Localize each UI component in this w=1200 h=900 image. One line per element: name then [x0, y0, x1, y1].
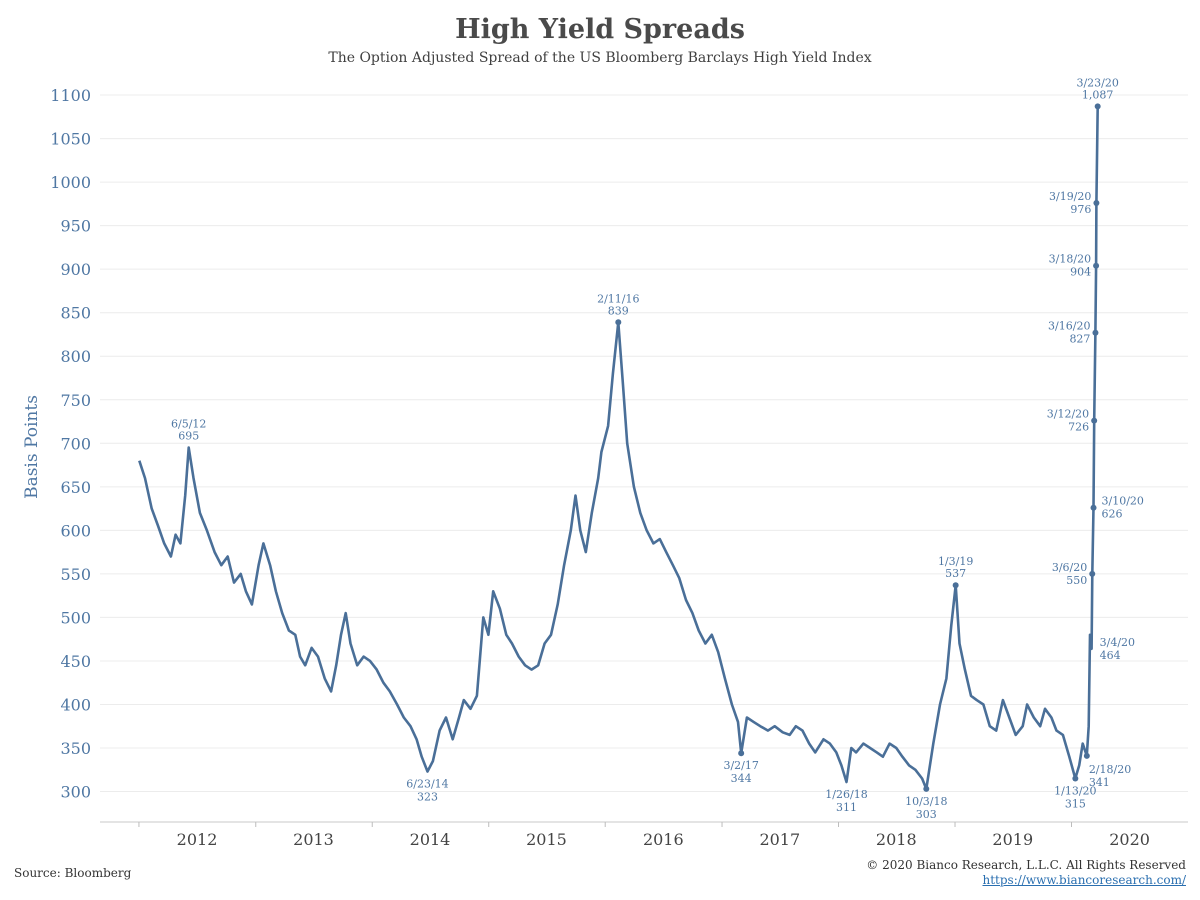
- y-tick-label: 350: [60, 739, 91, 758]
- x-tick-label: 2014: [410, 830, 451, 849]
- x-tick-label: 2016: [643, 830, 684, 849]
- y-tick-label: 750: [60, 391, 91, 410]
- x-axis: 2012 2013 2014 2015 2016 2017 2018 2019 2020: [100, 821, 1188, 849]
- annotation-value: 323: [417, 791, 438, 804]
- annotation-date: 2/11/16: [597, 292, 639, 305]
- annotation-value: 695: [178, 430, 199, 443]
- annotation-value: 464: [1100, 649, 1121, 662]
- series-line: [138, 106, 1099, 791]
- annotation-marker: [923, 785, 930, 792]
- y-tick-label: 400: [60, 695, 91, 714]
- annotation-value: 537: [945, 567, 966, 580]
- gridlines: [100, 94, 1188, 793]
- annotation-date: 3/12/20: [1047, 408, 1089, 421]
- annotation-marker: [1089, 570, 1096, 577]
- y-tick-label: 1050: [50, 130, 91, 149]
- y-tick-label: 650: [60, 478, 91, 497]
- annotation-date: 3/6/20: [1052, 561, 1087, 574]
- annotation-value: 827: [1069, 333, 1090, 346]
- annotation-date: 3/23/20: [1076, 76, 1118, 89]
- y-tick-label: 1100: [50, 86, 91, 105]
- annotation-value: 303: [916, 808, 937, 821]
- annotation-date: 1/13/20: [1054, 784, 1096, 797]
- annotation-date: 6/23/14: [406, 778, 448, 791]
- annotation-date: 3/2/17: [723, 759, 758, 772]
- series: [138, 106, 1099, 791]
- chart-title: High Yield Spreads: [455, 14, 745, 45]
- y-tick-label: 550: [60, 565, 91, 584]
- annotation-marker: [1083, 752, 1090, 759]
- y-tick-label: 700: [60, 434, 91, 453]
- x-tick-label: 2018: [876, 830, 917, 849]
- source-note: Source: Bloomberg: [14, 866, 132, 880]
- annotation-marker: [738, 750, 745, 757]
- annotation-value: 904: [1070, 266, 1091, 279]
- website-link[interactable]: https://www.biancoresearch.com/: [982, 873, 1186, 887]
- annotation-marker: [1093, 200, 1100, 207]
- annotation-value: 311: [836, 801, 857, 814]
- annotation-marker: [952, 582, 959, 589]
- y-axis-label: Basis Points: [22, 395, 42, 499]
- annotation-marker: [1094, 103, 1101, 110]
- x-tick-label: 2019: [992, 830, 1033, 849]
- x-tick-label: 2017: [759, 830, 800, 849]
- annotation-date: 1/26/18: [825, 788, 867, 801]
- annotation-date: 3/4/20: [1100, 636, 1135, 649]
- y-tick-label: 500: [60, 608, 91, 627]
- y-tick-label: 300: [60, 783, 91, 802]
- annotation-value: 626: [1102, 508, 1123, 521]
- annotation-date: 1/3/19: [938, 555, 973, 568]
- y-tick-label: 850: [60, 304, 91, 323]
- chart-subtitle: The Option Adjusted Spread of the US Blo…: [328, 50, 872, 66]
- y-tick-label: 800: [60, 347, 91, 366]
- annotation-date: 3/10/20: [1102, 495, 1144, 508]
- y-tick-label: 1000: [50, 173, 91, 192]
- annotation-marker: [1093, 262, 1100, 269]
- x-tick-label: 2012: [177, 830, 218, 849]
- y-tick-label: 950: [60, 217, 91, 236]
- annotation-date: 2/18/20: [1089, 763, 1131, 776]
- annotation-value: 341: [1089, 776, 1110, 789]
- annotation-value: 976: [1070, 203, 1091, 216]
- annotation-date: 6/5/12: [171, 418, 206, 431]
- annotation-value: 315: [1065, 797, 1086, 810]
- y-axis: 300 350 400 450 500 550 600 650 700 750 800 850 900 9…: [50, 86, 91, 801]
- annotation-date: 3/16/20: [1048, 320, 1090, 333]
- annotation-value: 839: [608, 304, 629, 317]
- annotation-marker: [615, 319, 622, 326]
- annotation-marker: [1072, 775, 1079, 782]
- y-tick-label: 450: [60, 652, 91, 671]
- annotation-marker: [1092, 329, 1099, 336]
- annotation-value: 550: [1066, 574, 1087, 587]
- annotation-value: 726: [1068, 421, 1089, 434]
- y-tick-label: 900: [60, 260, 91, 279]
- annotation-marker: [1090, 504, 1097, 511]
- annotation-date: 3/19/20: [1049, 190, 1091, 203]
- copyright-note: © 2020 Bianco Research, L.L.C. All Right…: [866, 858, 1186, 872]
- x-tick-label: 2020: [1109, 830, 1150, 849]
- annotation-marker: [1091, 417, 1098, 424]
- annotation-date: 10/3/18: [905, 795, 947, 808]
- annotation-value: 344: [731, 772, 752, 785]
- annotation-value: 1,087: [1082, 88, 1114, 101]
- annotation-date: 3/18/20: [1049, 253, 1091, 266]
- x-tick-label: 2015: [526, 830, 567, 849]
- y-tick-label: 600: [60, 521, 91, 540]
- x-tick-label: 2013: [293, 830, 334, 849]
